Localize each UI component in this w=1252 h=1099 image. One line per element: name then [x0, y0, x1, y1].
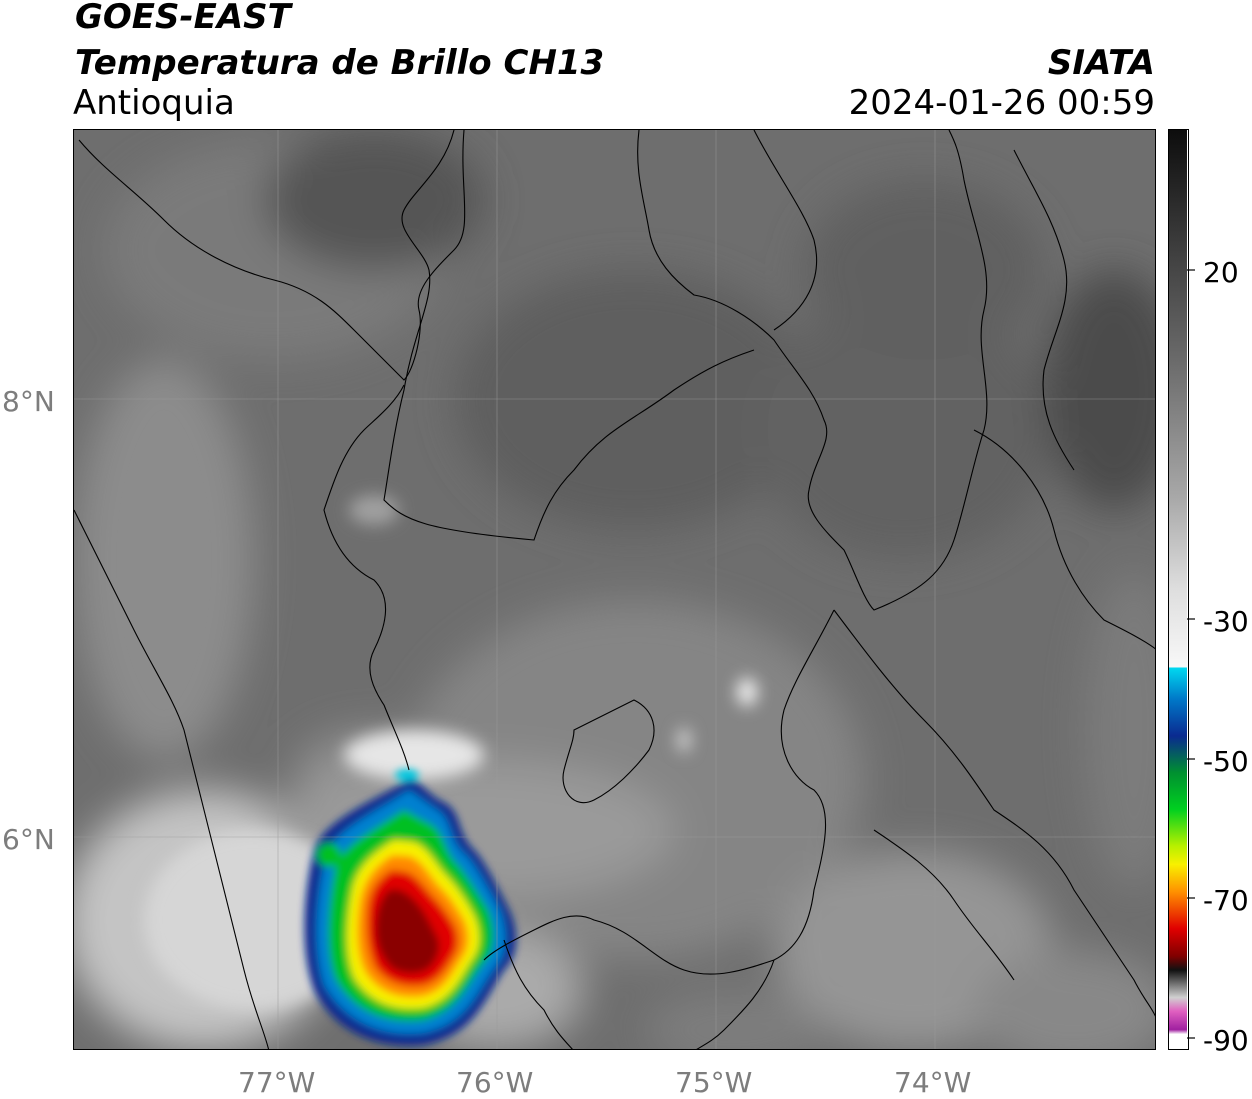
- lat-tick-8n: 8°N: [2, 385, 55, 418]
- map-canvas: [74, 130, 1155, 1049]
- lon-tick-77w: 77°W: [238, 1066, 316, 1099]
- title-region: Antioquia: [73, 83, 235, 123]
- lon-tick-76w: 76°W: [456, 1066, 534, 1099]
- title-satellite: GOES-EAST: [75, 0, 291, 37]
- timestamp-label: 2024-01-26 00:59: [848, 83, 1155, 123]
- colorbar-tick-neg90: -90: [1203, 1024, 1249, 1057]
- title-product: Temperatura de Brillo CH13: [75, 43, 605, 83]
- graticule: [74, 130, 1155, 1049]
- colorbar-tick-20: 20: [1203, 256, 1239, 289]
- boundaries: [74, 130, 1155, 1049]
- colorbar-tick-neg30: -30: [1203, 605, 1249, 638]
- colorbar-gradient: [1169, 130, 1187, 1048]
- colorbar-tick-neg70: -70: [1203, 884, 1249, 917]
- colorbar-ticks: [1187, 269, 1195, 1039]
- colorbar-tick-neg50: -50: [1203, 745, 1249, 778]
- lat-tick-6n: 6°N: [2, 823, 55, 856]
- colorbar: [1168, 129, 1189, 1050]
- map-panel[interactable]: [73, 129, 1156, 1050]
- organization-label: SIATA: [1047, 43, 1155, 83]
- lon-tick-74w: 74°W: [894, 1066, 972, 1099]
- convective-cloud-cell: [304, 769, 516, 1046]
- lon-tick-75w: 75°W: [675, 1066, 753, 1099]
